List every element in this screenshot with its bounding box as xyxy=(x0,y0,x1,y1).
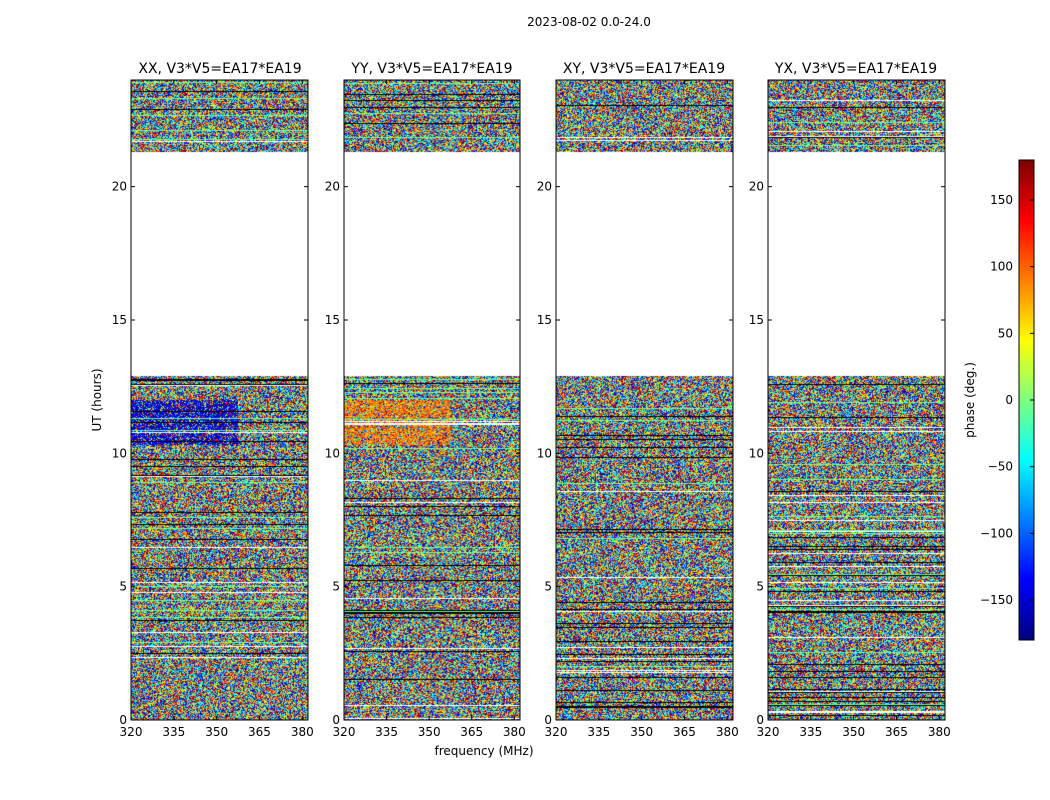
x-tick-label: 320 xyxy=(757,725,780,739)
panel-title: YX, V3*V5=EA17*EA19 xyxy=(774,61,937,77)
y-tick-label: 5 xyxy=(756,580,764,594)
y-tick-label: 20 xyxy=(112,180,127,194)
x-tick-label: 350 xyxy=(418,725,441,739)
y-tick-label: 0 xyxy=(544,713,552,727)
y-tick-label: 20 xyxy=(537,180,552,194)
y-tick-label: 15 xyxy=(537,313,552,327)
y-tick-label: 10 xyxy=(325,446,340,460)
colorbar-tick-label: 50 xyxy=(998,326,1013,340)
y-tick-label: 5 xyxy=(119,580,127,594)
colorbar-tick-label: −150 xyxy=(980,593,1013,607)
x-tick-label: 320 xyxy=(333,725,356,739)
figure-title: 2023-08-02 0.0-24.0 xyxy=(527,15,651,29)
plot-frame xyxy=(767,79,946,721)
x-tick-label: 335 xyxy=(162,725,185,739)
y-tick-label: 15 xyxy=(325,313,340,327)
x-tick-label: 365 xyxy=(885,725,908,739)
plot-frame xyxy=(343,79,521,721)
plot-frame xyxy=(130,79,309,721)
y-tick-label: 5 xyxy=(544,580,552,594)
y-tick-label: 10 xyxy=(112,446,127,460)
y-tick-label: 0 xyxy=(756,713,764,727)
phase-heatmap xyxy=(131,80,308,720)
x-tick-label: 380 xyxy=(716,725,739,739)
colorbar-tick-label: 150 xyxy=(990,193,1013,207)
panel-title: YY, V3*V5=EA17*EA19 xyxy=(350,61,512,77)
colorbar-tick-label: −100 xyxy=(980,526,1013,540)
colorbar-gradient xyxy=(1019,160,1034,640)
x-tick-label: 335 xyxy=(375,725,398,739)
x-tick-label: 350 xyxy=(842,725,865,739)
y-tick-label: 15 xyxy=(749,313,764,327)
y-tick-label: 20 xyxy=(325,180,340,194)
colorbar: −150 −100 −50 0 50 100 150 phase (deg.) xyxy=(963,159,1035,641)
y-tick-label: 10 xyxy=(537,446,552,460)
x-axis-label: frequency (MHz) xyxy=(434,744,533,758)
x-tick-label: 380 xyxy=(503,725,526,739)
panel-xy: XY, V3*V5=EA17*EA19 320 335 350 365 380 0 5 10… xyxy=(537,61,739,739)
panel-yx: YX, V3*V5=EA17*EA19 320 335 350 365 380 0 5 10… xyxy=(749,61,951,739)
phase-heatmap xyxy=(556,80,733,720)
colorbar-tick-label: 100 xyxy=(990,260,1013,274)
y-tick-label: 15 xyxy=(112,313,127,327)
x-tick-label: 380 xyxy=(928,725,951,739)
y-tick-label: 0 xyxy=(119,713,127,727)
y-tick-label: 10 xyxy=(749,446,764,460)
colorbar-tick-label: 0 xyxy=(1005,393,1013,407)
panel-title: XY, V3*V5=EA17*EA19 xyxy=(563,61,725,77)
x-tick-label: 350 xyxy=(630,725,653,739)
y-axis-label: UT (hours) xyxy=(90,368,104,431)
x-tick-label: 365 xyxy=(673,725,696,739)
colorbar-tick-label: −50 xyxy=(988,460,1013,474)
x-tick-label: 365 xyxy=(460,725,483,739)
x-tick-label: 335 xyxy=(799,725,822,739)
x-tick-label: 365 xyxy=(248,725,271,739)
x-tick-label: 380 xyxy=(291,725,314,739)
x-tick-label: 350 xyxy=(205,725,228,739)
panel-title: XX, V3*V5=EA17*EA19 xyxy=(138,61,301,77)
phase-heatmap xyxy=(344,80,520,720)
y-tick-label: 20 xyxy=(749,180,764,194)
panel-xx: XX, V3*V5=EA17*EA19 320 335 350 365 380 0 5 10… xyxy=(112,61,314,739)
x-tick-label: 335 xyxy=(587,725,610,739)
x-tick-label: 320 xyxy=(545,725,568,739)
colorbar-label: phase (deg.) xyxy=(963,362,977,438)
y-tick-label: 0 xyxy=(332,713,340,727)
panel-yy: YY, V3*V5=EA17*EA19 320 335 350 365 380 0 5 10… xyxy=(325,61,526,739)
x-tick-label: 320 xyxy=(120,725,143,739)
plot-frame xyxy=(555,79,734,721)
phase-heatmap xyxy=(768,80,945,720)
y-tick-label: 5 xyxy=(332,580,340,594)
